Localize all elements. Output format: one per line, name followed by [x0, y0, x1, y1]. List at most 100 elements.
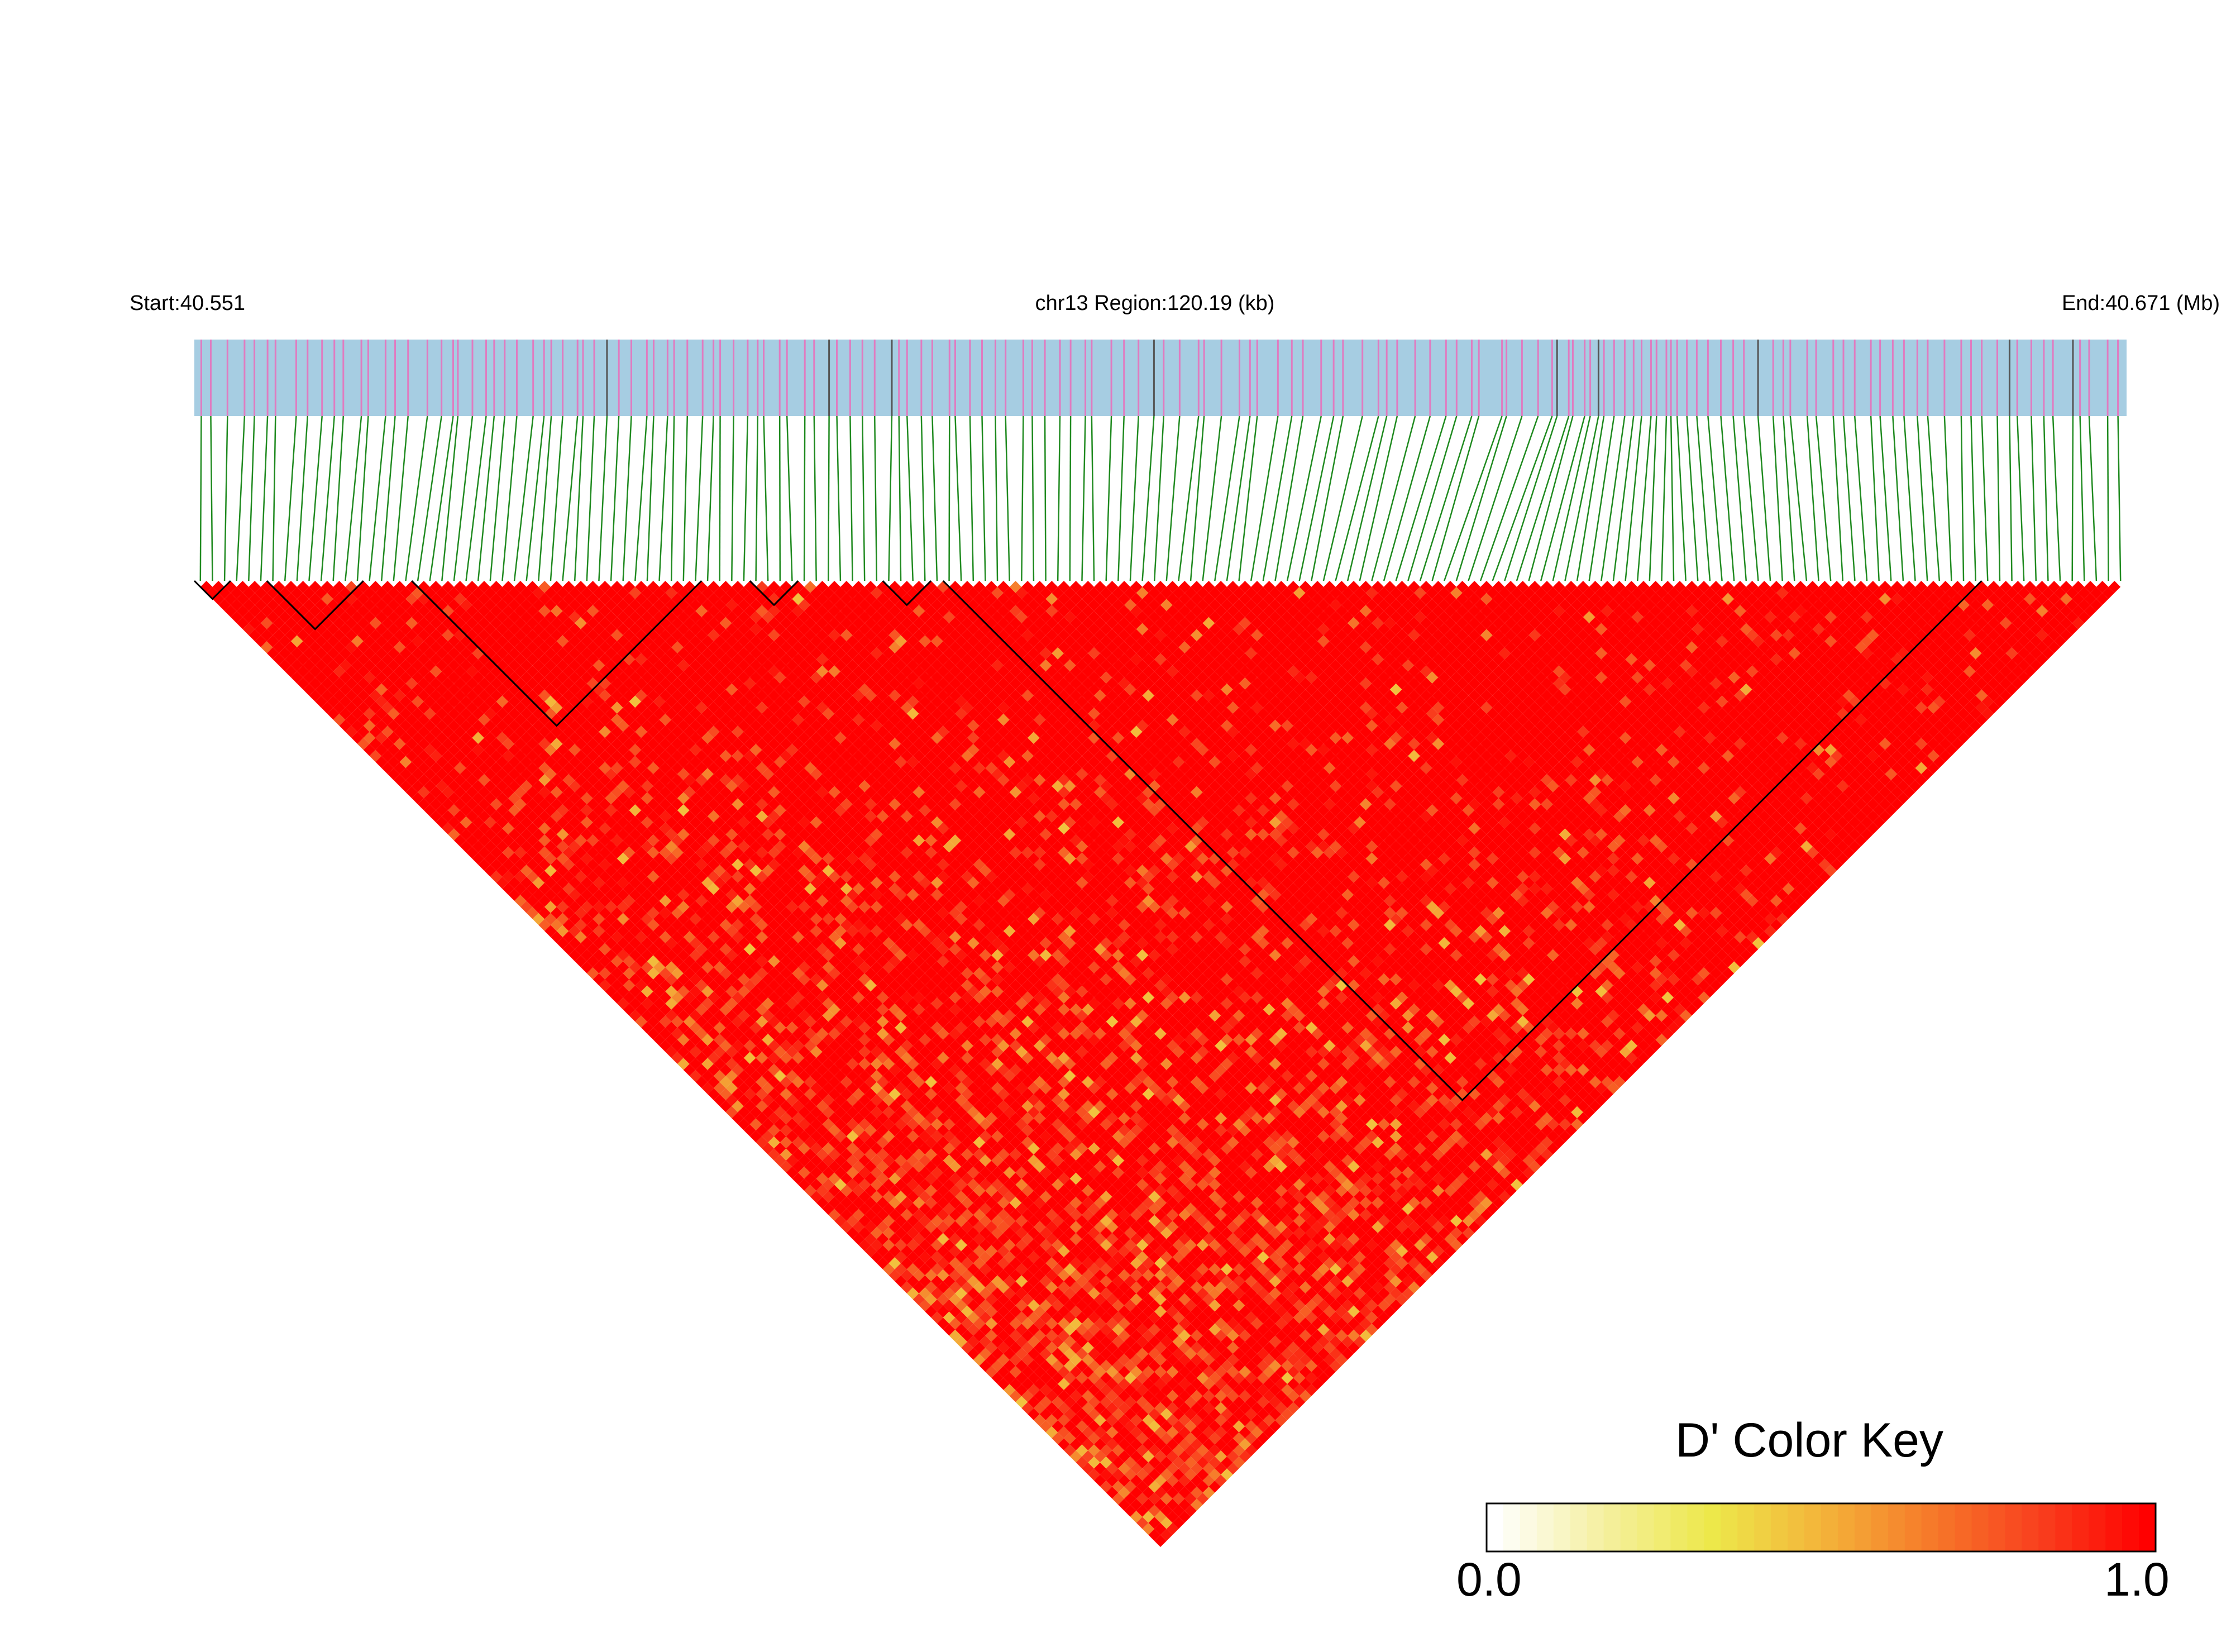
snp-connector [1529, 416, 1573, 581]
snp-connector [732, 416, 733, 581]
snp-connector [1070, 416, 1071, 581]
snp-connector [1541, 416, 1584, 581]
snp-connector [875, 416, 877, 581]
snp-connector [888, 416, 892, 581]
snp-connector [1006, 416, 1010, 581]
snp-connector [1553, 416, 1590, 581]
snp-connector [907, 416, 913, 581]
snp-connector [2031, 416, 2036, 581]
snp-connector [1408, 416, 1456, 581]
snp-connector [708, 416, 714, 581]
snp-connector [2089, 416, 2096, 581]
snp-connector [995, 416, 997, 581]
snp-connector [1106, 416, 1111, 581]
snp-connector [224, 416, 227, 581]
snp-connector [1833, 416, 1843, 581]
snp-connector [1904, 416, 1915, 581]
snp-connector [237, 416, 245, 581]
snp-connector [1154, 416, 1164, 581]
snp-connector [1998, 416, 2000, 581]
snp-connector [1961, 416, 1964, 581]
snp-connector [671, 416, 674, 581]
snp-connector [2118, 416, 2121, 581]
snp-connector [551, 416, 563, 581]
snp-connector [333, 416, 343, 581]
snp-connector [502, 416, 517, 581]
snp-connector [647, 416, 654, 581]
snp-connector [1468, 416, 1522, 581]
snp-connector [635, 416, 647, 581]
snp-connector [1092, 416, 1094, 581]
snp-connector [1130, 416, 1139, 581]
snp-connector [321, 416, 335, 581]
snp-connector [828, 416, 829, 581]
snp-connector [1733, 416, 1746, 581]
snp-connector [249, 416, 254, 581]
snp-connector [1816, 416, 1831, 581]
snp-connector [921, 416, 925, 581]
snp-connector [1807, 416, 1818, 581]
snp-connector [599, 416, 606, 581]
snp-connector [1348, 416, 1387, 581]
snp-connector [1504, 416, 1557, 581]
snp-connector [1118, 416, 1124, 581]
snp-connector [2009, 416, 2012, 581]
snp-connector [744, 416, 748, 581]
snp-connector [538, 416, 551, 581]
chromosome-track [194, 340, 2127, 416]
snp-connector [899, 416, 901, 581]
snp-connector [1275, 416, 1303, 581]
snp-connector [982, 416, 985, 581]
snp-connector [200, 416, 202, 581]
snp-connector [1843, 416, 1855, 581]
snp-connector [527, 416, 544, 581]
snp-connector [955, 416, 961, 581]
snp-connector [1928, 416, 1939, 581]
snp-connector [1871, 416, 1879, 581]
snp-connector [695, 416, 703, 581]
snp-connector [1613, 416, 1633, 581]
snp-connector [1032, 416, 1034, 581]
snp-connector [1178, 416, 1198, 581]
snp-connector [261, 416, 267, 581]
snp-connector [285, 416, 296, 581]
snp-connector-lines [200, 416, 2120, 581]
snp-connector [970, 416, 973, 581]
snp-connector [1082, 416, 1085, 581]
snp-connector [1045, 416, 1046, 581]
snp-connector [611, 416, 619, 581]
snp-connector [1058, 416, 1060, 581]
snp-connector [1191, 416, 1204, 581]
snp-connector [1971, 416, 1976, 581]
snp-connector [660, 416, 668, 581]
snp-connector [273, 416, 276, 581]
snp-connector [1855, 416, 1867, 581]
snp-connector [1687, 416, 1698, 581]
snp-connector [1444, 416, 1502, 581]
snp-connector [787, 416, 792, 581]
snp-connector [1945, 416, 1952, 581]
snp-connector [814, 416, 816, 581]
snp-connector [1227, 416, 1250, 581]
snp-connector [1677, 416, 1686, 581]
snp-connector [1982, 416, 1988, 581]
snp-connector [1917, 416, 1927, 581]
snp-connector [297, 416, 308, 581]
snp-connector [1650, 416, 1656, 581]
snp-connector [1697, 416, 1710, 581]
snp-connector [1744, 416, 1759, 581]
snp-connector [1167, 416, 1180, 581]
snp-connector [1143, 416, 1154, 581]
snp-connector [862, 416, 864, 581]
snp-connector [2072, 416, 2073, 581]
snp-connector [684, 416, 687, 581]
snp-connector [1661, 416, 1666, 581]
snp-connector [837, 416, 840, 581]
snp-connector [587, 416, 594, 581]
snp-connector [211, 416, 212, 581]
snp-connector [418, 416, 442, 581]
snp-connector [309, 416, 322, 581]
snp-connector [2044, 416, 2048, 581]
